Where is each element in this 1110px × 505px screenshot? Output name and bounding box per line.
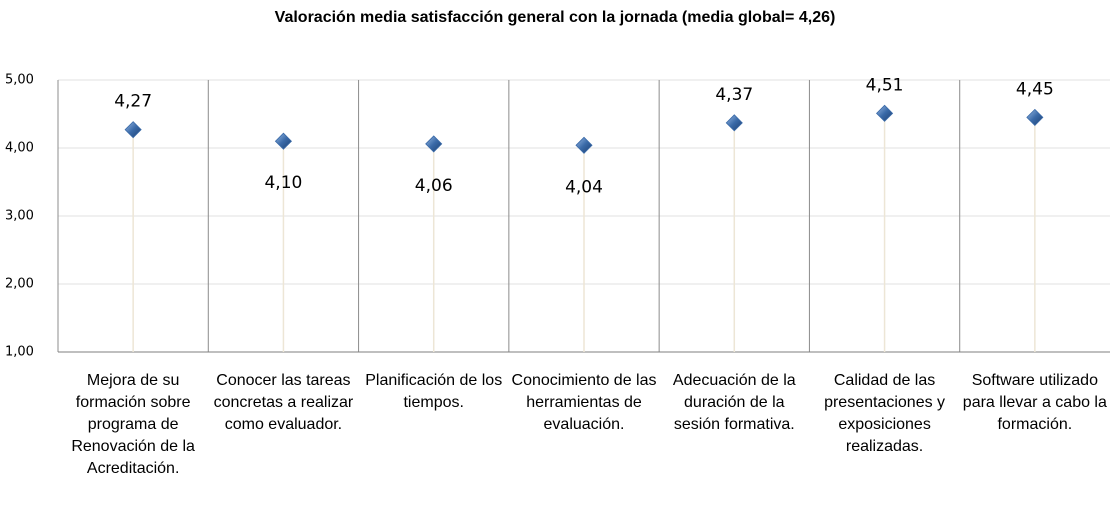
y-tick-label: 3,00 xyxy=(5,209,34,224)
x-tick-label: Conocimiento de las herramientas de eval… xyxy=(511,372,657,433)
marker xyxy=(876,104,894,122)
x-tick-label: Planificación de los tiempos. xyxy=(365,372,503,411)
chart-title: Valoración media satisfacción general co… xyxy=(275,9,836,26)
x-tick-label: Software utilizado para llevar a cabo la… xyxy=(962,372,1107,433)
x-tick-label: Calidad de las presentaciones y exposici… xyxy=(824,372,946,455)
value-label: 4,51 xyxy=(866,75,904,95)
marker xyxy=(575,136,593,154)
marker xyxy=(1026,108,1044,126)
x-tick-label: Conocer las tareas concretas a realizar … xyxy=(213,372,354,433)
x-tick-label: Adecuación de la duración de la sesión f… xyxy=(672,372,796,433)
value-label: 4,04 xyxy=(565,177,603,197)
y-tick-label: 1,00 xyxy=(5,345,34,360)
y-tick-label: 2,00 xyxy=(5,277,34,292)
marker xyxy=(274,132,292,150)
x-tick-label: Mejora de su formación sobre programa de… xyxy=(71,372,195,477)
value-label: 4,10 xyxy=(264,173,302,193)
value-label: 4,27 xyxy=(114,92,152,112)
marker xyxy=(425,135,443,153)
y-tick-label: 5,00 xyxy=(5,73,34,88)
value-label: 4,45 xyxy=(1016,79,1054,99)
y-tick-label: 4,00 xyxy=(5,141,34,156)
value-label: 4,06 xyxy=(415,176,453,196)
marker xyxy=(725,114,743,132)
marker xyxy=(124,121,142,139)
value-label: 4,37 xyxy=(715,85,753,105)
